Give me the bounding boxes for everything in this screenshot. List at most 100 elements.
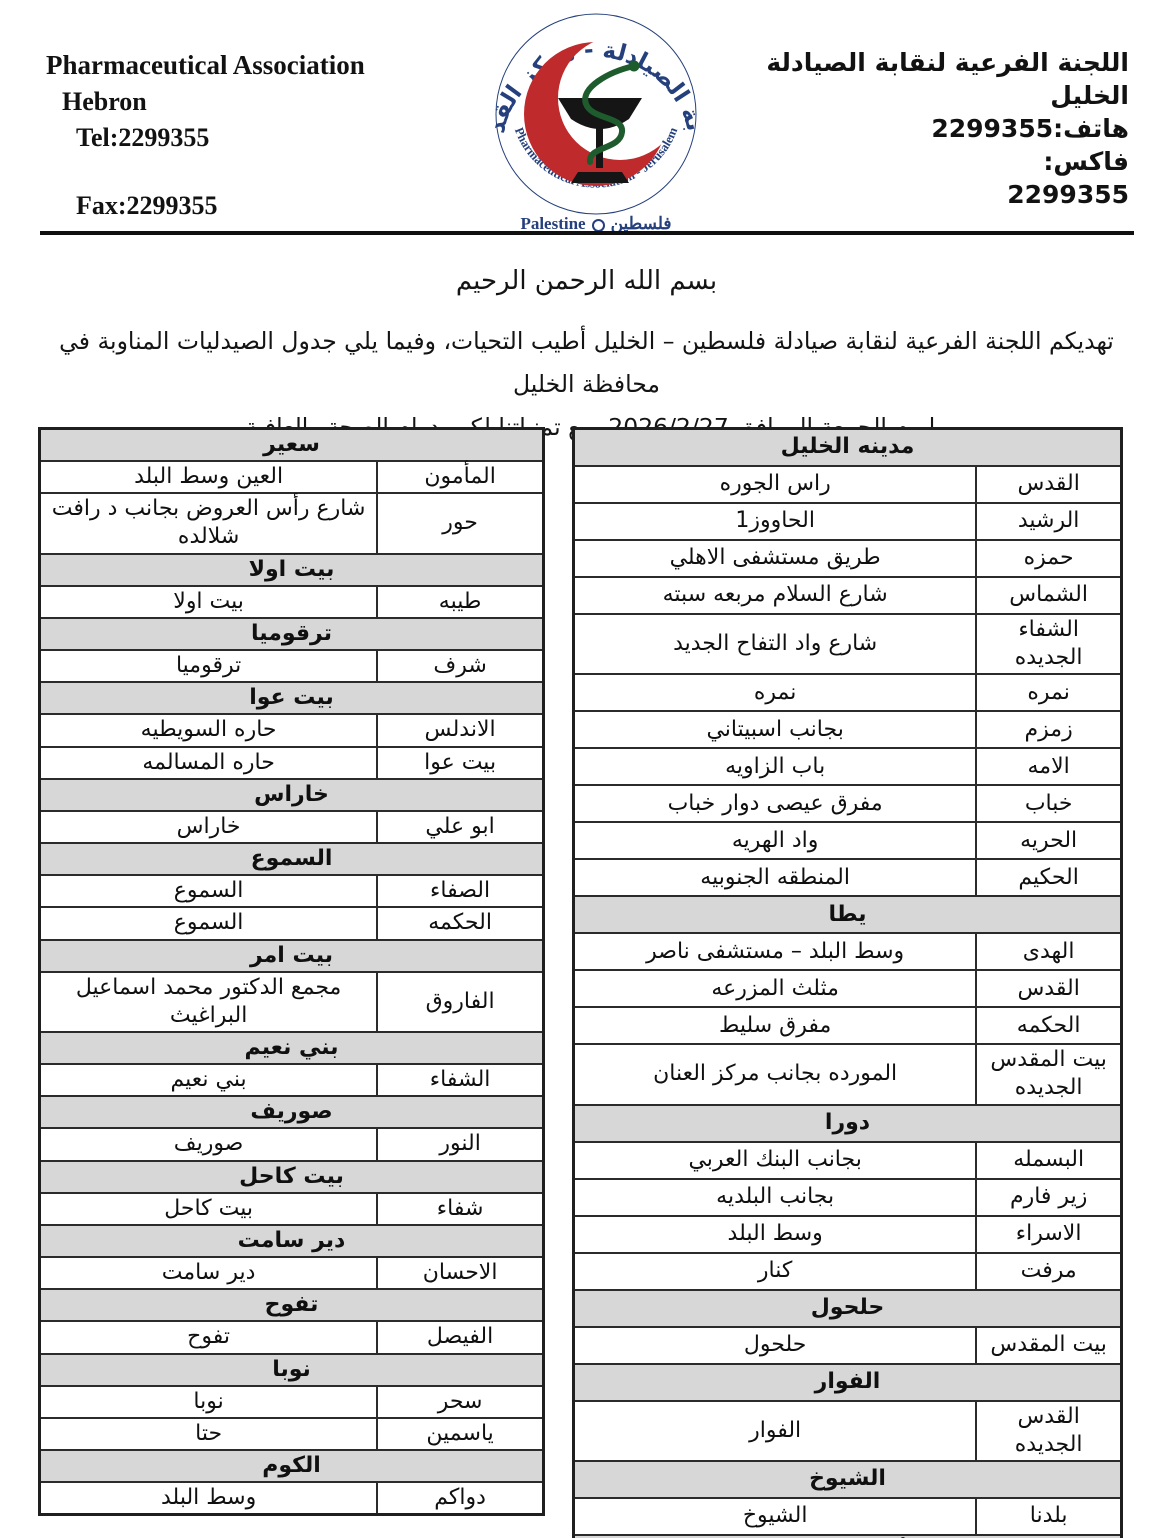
org-city-english: Hebron — [62, 87, 147, 116]
logo-palestine-english: Palestine — [520, 214, 586, 233]
pharmacy-location-cell: وسط البلد — [572, 1214, 978, 1254]
pharmacy-name-cell: بلدنا — [975, 1496, 1123, 1536]
pharmacy-row: البسمله بجانب البنك العربي — [572, 1140, 1123, 1180]
pharmacy-location-cell: الفوار — [572, 1399, 978, 1462]
pharmacy-row: القدس مثلث المزرعه — [572, 969, 1123, 1009]
org-tel-arabic: هاتف:2299355 — [931, 114, 1129, 143]
section-title: نوبا — [38, 1352, 545, 1387]
pharmacy-location-cell: دير سامت — [38, 1256, 379, 1291]
pharmacy-name-cell: ابو علي — [376, 809, 545, 845]
letterhead-arabic: اللجنة الفرعية لنقابة الصيادلة الخليل ها… — [766, 46, 1129, 211]
intro-line-1: تهديكم اللجنة الفرعية لنقابة صيادلة فلسط… — [59, 327, 1114, 398]
pharmacy-row: المأمون العين وسط البلد — [38, 460, 545, 495]
pharmacy-row: ابو علي خاراس — [38, 809, 545, 845]
pharmacy-logo-emblem: نقابة الصيادلة - مركز القدس Pharmaceutic… — [458, 0, 708, 215]
pharmacy-row: الفيصل تفوح — [38, 1320, 545, 1355]
pharmacy-location-cell: بجانب اسبيتاني — [572, 710, 978, 750]
section-title: صوريف — [38, 1095, 545, 1130]
pharmacy-row: الهدى وسط البلد – مستشفى ناصر — [572, 932, 1123, 972]
section-title: السموع — [38, 842, 545, 877]
pharmacy-location-cell: السموع — [38, 906, 379, 941]
pharmacy-location-cell: المورده بجانب مركز العنان — [572, 1043, 978, 1106]
pharmacy-location-cell: مثلث المزرعه — [572, 969, 978, 1009]
pharmacy-row: نمره نمره — [572, 673, 1123, 713]
section-title: تفوح — [38, 1288, 545, 1323]
pharmacy-location-cell: المنطقه الجنوبيه — [572, 858, 978, 898]
pharmacy-location-cell: العين وسط البلد — [38, 460, 379, 495]
org-fax-english: Fax:2299355 — [76, 191, 218, 220]
pharmacy-name-cell: الامه — [975, 747, 1123, 787]
pharmacy-name-cell: سحر — [376, 1384, 545, 1419]
pharmacy-location-cell: حاره المسالمه — [38, 745, 379, 780]
section-title: يطا — [572, 895, 1123, 935]
section-header-row: تفوح — [38, 1288, 545, 1323]
pharmacy-name-cell: مرفت — [975, 1251, 1123, 1291]
section-title: الشيوخ — [572, 1459, 1123, 1499]
pharmacy-name-cell: بيت المقدس الجديده — [975, 1043, 1123, 1106]
pharmacy-location-cell: تفوح — [38, 1320, 379, 1355]
section-title: الفوار — [572, 1362, 1123, 1402]
section-header-row: الفوار — [572, 1362, 1123, 1402]
section-header-row: الكوم — [38, 1448, 545, 1484]
pharmacy-location-cell: حلحول — [572, 1325, 978, 1365]
pharmacy-row: ياسمين حتا — [38, 1416, 545, 1452]
pharmacy-row: زير فارم بجانب البلديه — [572, 1177, 1123, 1217]
pharmacy-location-cell: باب الزاويه — [572, 747, 978, 787]
section-title: دورا — [572, 1103, 1123, 1143]
pharmacy-row: مرفت كنار — [572, 1251, 1123, 1291]
pharmacy-row: الرشيد الحاووز1 — [572, 502, 1123, 541]
section-header-row: مدينه الخليل — [572, 427, 1123, 467]
pharmacy-name-cell: القدس — [975, 969, 1123, 1009]
org-fax-number-arabic: 2299355 — [1007, 180, 1129, 209]
org-tel-english: Tel:2299355 — [76, 123, 210, 152]
pharmacy-location-cell: الشيوخ — [572, 1496, 978, 1536]
section-title: مدينه الخليل — [572, 427, 1123, 467]
section-title: بيت اولا — [38, 552, 545, 587]
pharmacy-location-cell: بجانب البنك العربي — [572, 1140, 978, 1180]
pharmacy-location-cell: مجمع الدكتور محمد اسماعيل البراغيث — [38, 970, 379, 1033]
section-title: دير سامت — [38, 1223, 545, 1259]
pharmacy-location-cell: مفرق عيصى دوار خباب — [572, 784, 978, 824]
pharmacy-name-cell: الحكيم — [975, 858, 1123, 898]
duty-table: مدينه الخليل القدس راس الجوره الرشيد الحاووز… — [572, 427, 1123, 1538]
section-header-row: دير سامت — [38, 1223, 545, 1259]
section-header-row: ترقوميا — [38, 616, 545, 652]
pharmacy-location-cell: طريق مستشفى الاهلي — [572, 539, 978, 578]
bismillah-line: بسم الله الرحمن الرحيم — [455, 266, 718, 296]
pharmacy-location-cell: مفرق سليط — [572, 1006, 978, 1046]
pharmacy-row: الحكمه مفرق سليط — [572, 1006, 1123, 1046]
pharmacy-name-cell: خباب — [975, 784, 1123, 824]
duty-table: سعير المأمون العين وسط البلد حور شارع رأس ال… — [38, 427, 545, 1517]
pharmacy-location-cell: بجانب البلديه — [572, 1177, 978, 1217]
pharmacy-name-cell: الاسراء — [975, 1214, 1123, 1254]
pharmacy-row: الامه باب الزاويه — [572, 747, 1123, 787]
section-header-row: رأس العروض — [572, 1533, 1123, 1538]
snake-icon — [582, 60, 640, 165]
pharmacy-row: الشماس شارع السلام مربعه سبته — [572, 576, 1123, 615]
hebron-city-duty-table: مدينه الخليل القدس راس الجوره الرشيد الحاووز… — [572, 427, 1123, 1538]
org-name-arabic: اللجنة الفرعية لنقابة الصيادلة — [766, 48, 1129, 77]
pharmacy-row: الحريه واد الهريه — [572, 821, 1123, 861]
pharmacy-location-cell: بيت كاحل — [38, 1191, 379, 1226]
pharmacy-location-cell: صوريف — [38, 1127, 379, 1162]
org-fax-label-arabic: فاكس: — [1043, 147, 1129, 176]
pharmacy-location-cell: الحاووز1 — [572, 502, 978, 541]
pharmacy-row: بيت المقدس الجديده المورده بجانب مركز الع… — [572, 1043, 1123, 1106]
pharmacy-name-cell: زير فارم — [975, 1177, 1123, 1217]
section-header-row: صوريف — [38, 1095, 545, 1130]
pharmacy-location-cell: شارع رأس العروض بجانب د رافت شلالده — [38, 492, 379, 555]
pharmacy-row: خباب مفرق عيصى دوار خباب — [572, 784, 1123, 824]
pharmacy-name-cell: الرشيد — [975, 502, 1123, 541]
pharmacy-row: بلدنا الشيوخ — [572, 1496, 1123, 1536]
section-title: بيت امر — [38, 938, 545, 973]
logo-palestine-arabic: فلسطين — [610, 214, 672, 233]
pharmacy-location-cell: بني نعيم — [38, 1063, 379, 1098]
section-header-row: بيت اولا — [38, 552, 545, 587]
section-header-row: بني نعيم — [38, 1030, 545, 1066]
pharmacy-location-cell: بيت اولا — [38, 584, 379, 619]
pharmacy-name-cell: المأمون — [376, 460, 545, 495]
pharmacy-name-cell: الشماس — [975, 576, 1123, 615]
pharmacy-name-cell: الهدى — [975, 932, 1123, 972]
section-title: حلحول — [572, 1288, 1123, 1328]
